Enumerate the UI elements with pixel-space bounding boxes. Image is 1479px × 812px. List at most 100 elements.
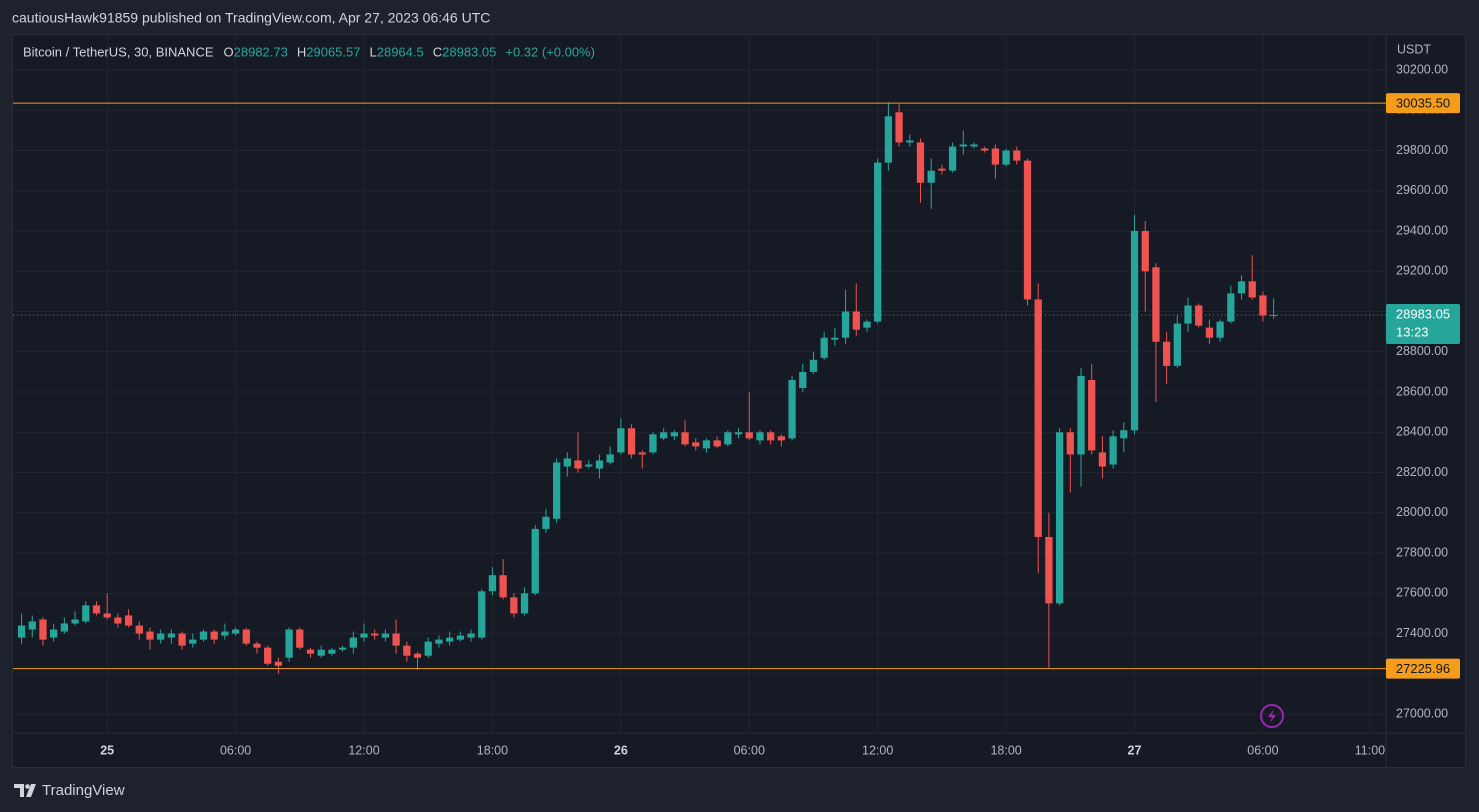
candle-body bbox=[927, 170, 935, 183]
candle-body bbox=[991, 148, 1000, 165]
candle-body bbox=[660, 432, 668, 439]
candle-body bbox=[253, 643, 261, 648]
candle-body bbox=[1109, 436, 1117, 465]
candle-body bbox=[852, 311, 860, 330]
x-tick-label: 25 bbox=[100, 743, 114, 757]
candle-body bbox=[895, 112, 903, 143]
lightning-icon bbox=[1260, 704, 1284, 728]
candle-body bbox=[510, 597, 518, 614]
x-tick-label: 18:00 bbox=[477, 743, 508, 757]
y-tick-label: 28600.00 bbox=[1396, 384, 1448, 398]
candle-body bbox=[970, 144, 978, 147]
legend-low-letter: L bbox=[370, 44, 377, 59]
candle-body bbox=[820, 337, 828, 358]
candle-body bbox=[841, 311, 850, 338]
candle-body bbox=[1055, 432, 1064, 604]
candle-body bbox=[777, 436, 786, 441]
footer-logo-text: TradingView bbox=[42, 782, 125, 799]
countdown-label: 13:23 bbox=[1396, 324, 1429, 339]
candle-body bbox=[767, 432, 775, 441]
candle-body bbox=[874, 162, 882, 322]
candle-body bbox=[906, 140, 914, 143]
candle-body bbox=[702, 440, 711, 449]
candle-body bbox=[135, 625, 143, 634]
y-tick-label: 27400.00 bbox=[1396, 626, 1448, 640]
legend: Bitcoin / TetherUS, 30, BINANCE O 28982.73… bbox=[23, 44, 595, 59]
candle-body bbox=[734, 432, 743, 435]
candle-body bbox=[1013, 150, 1021, 161]
candle-body bbox=[60, 623, 69, 632]
last-price-label: 28983.05 bbox=[1396, 306, 1450, 321]
candle-body bbox=[445, 637, 454, 642]
price-level-label: 30035.50 bbox=[1396, 96, 1450, 111]
candle-body bbox=[938, 168, 946, 171]
y-tick-label: 28200.00 bbox=[1396, 465, 1448, 479]
candle-body bbox=[456, 635, 464, 640]
candle-body bbox=[617, 428, 625, 453]
candle-body bbox=[884, 116, 893, 163]
candle-body bbox=[1088, 379, 1096, 451]
candle-body bbox=[1045, 536, 1053, 604]
candle-body bbox=[167, 633, 176, 638]
x-tick-label: 26 bbox=[614, 743, 628, 757]
candle-body bbox=[638, 452, 646, 455]
candle-body bbox=[1002, 150, 1010, 165]
candle-body bbox=[1173, 323, 1181, 366]
candle-body bbox=[1162, 341, 1171, 366]
candle-body bbox=[178, 633, 186, 646]
y-tick-label: 29200.00 bbox=[1396, 264, 1448, 278]
candle-body bbox=[92, 605, 101, 614]
candle-body bbox=[863, 321, 871, 328]
candle-body bbox=[371, 633, 379, 636]
candle-body bbox=[338, 647, 347, 650]
candle-body bbox=[1205, 327, 1214, 338]
candle-body bbox=[1216, 321, 1224, 338]
candle-body bbox=[349, 637, 357, 648]
candle-body bbox=[221, 631, 229, 636]
candle-body bbox=[1077, 375, 1085, 455]
candle-body bbox=[981, 148, 989, 151]
price-level-label-bg bbox=[1386, 658, 1460, 679]
candle-body bbox=[713, 440, 721, 447]
candle-body bbox=[1259, 295, 1267, 316]
candle-body bbox=[520, 593, 529, 614]
x-tick-label: 12:00 bbox=[348, 743, 379, 757]
candle-body bbox=[756, 432, 764, 441]
candle-body bbox=[1141, 231, 1149, 272]
candle-body bbox=[1130, 231, 1139, 431]
candle-body bbox=[1066, 432, 1074, 455]
candle-body bbox=[296, 629, 304, 648]
legend-close-letter: C bbox=[433, 44, 442, 59]
legend-change: +0.32 (+0.00%) bbox=[505, 44, 595, 59]
candle-body bbox=[381, 633, 390, 638]
candle-body bbox=[413, 653, 422, 658]
candle-body bbox=[542, 516, 550, 529]
candle-body bbox=[424, 641, 432, 656]
legend-high-letter: H bbox=[297, 44, 306, 59]
candle-body bbox=[392, 633, 400, 646]
candle-body bbox=[1152, 267, 1160, 342]
candle-body bbox=[724, 432, 732, 445]
candle-body bbox=[103, 613, 111, 618]
candle-body bbox=[328, 649, 336, 654]
x-tick-label: 18:00 bbox=[990, 743, 1021, 757]
y-tick-label: 28000.00 bbox=[1396, 505, 1448, 519]
x-tick-label: 12:00 bbox=[862, 743, 893, 757]
candle-body bbox=[478, 591, 486, 638]
candle-body bbox=[788, 379, 796, 439]
candle-body bbox=[360, 633, 368, 638]
candle-body bbox=[1184, 305, 1192, 324]
x-tick-label: 11:00 bbox=[1355, 743, 1385, 757]
candle-body bbox=[199, 631, 208, 640]
y-tick-label: 27800.00 bbox=[1396, 545, 1448, 559]
x-tick-label: 27 bbox=[1128, 743, 1142, 757]
candle-body bbox=[28, 621, 36, 630]
legend-close-value: 28983.05 bbox=[442, 44, 496, 59]
candle-body bbox=[1237, 281, 1246, 294]
legend-open-letter: O bbox=[224, 44, 234, 59]
candle-body bbox=[552, 462, 561, 519]
price-unit: USDT bbox=[1397, 42, 1431, 56]
candle-body bbox=[146, 631, 154, 640]
candle-body bbox=[488, 575, 497, 592]
